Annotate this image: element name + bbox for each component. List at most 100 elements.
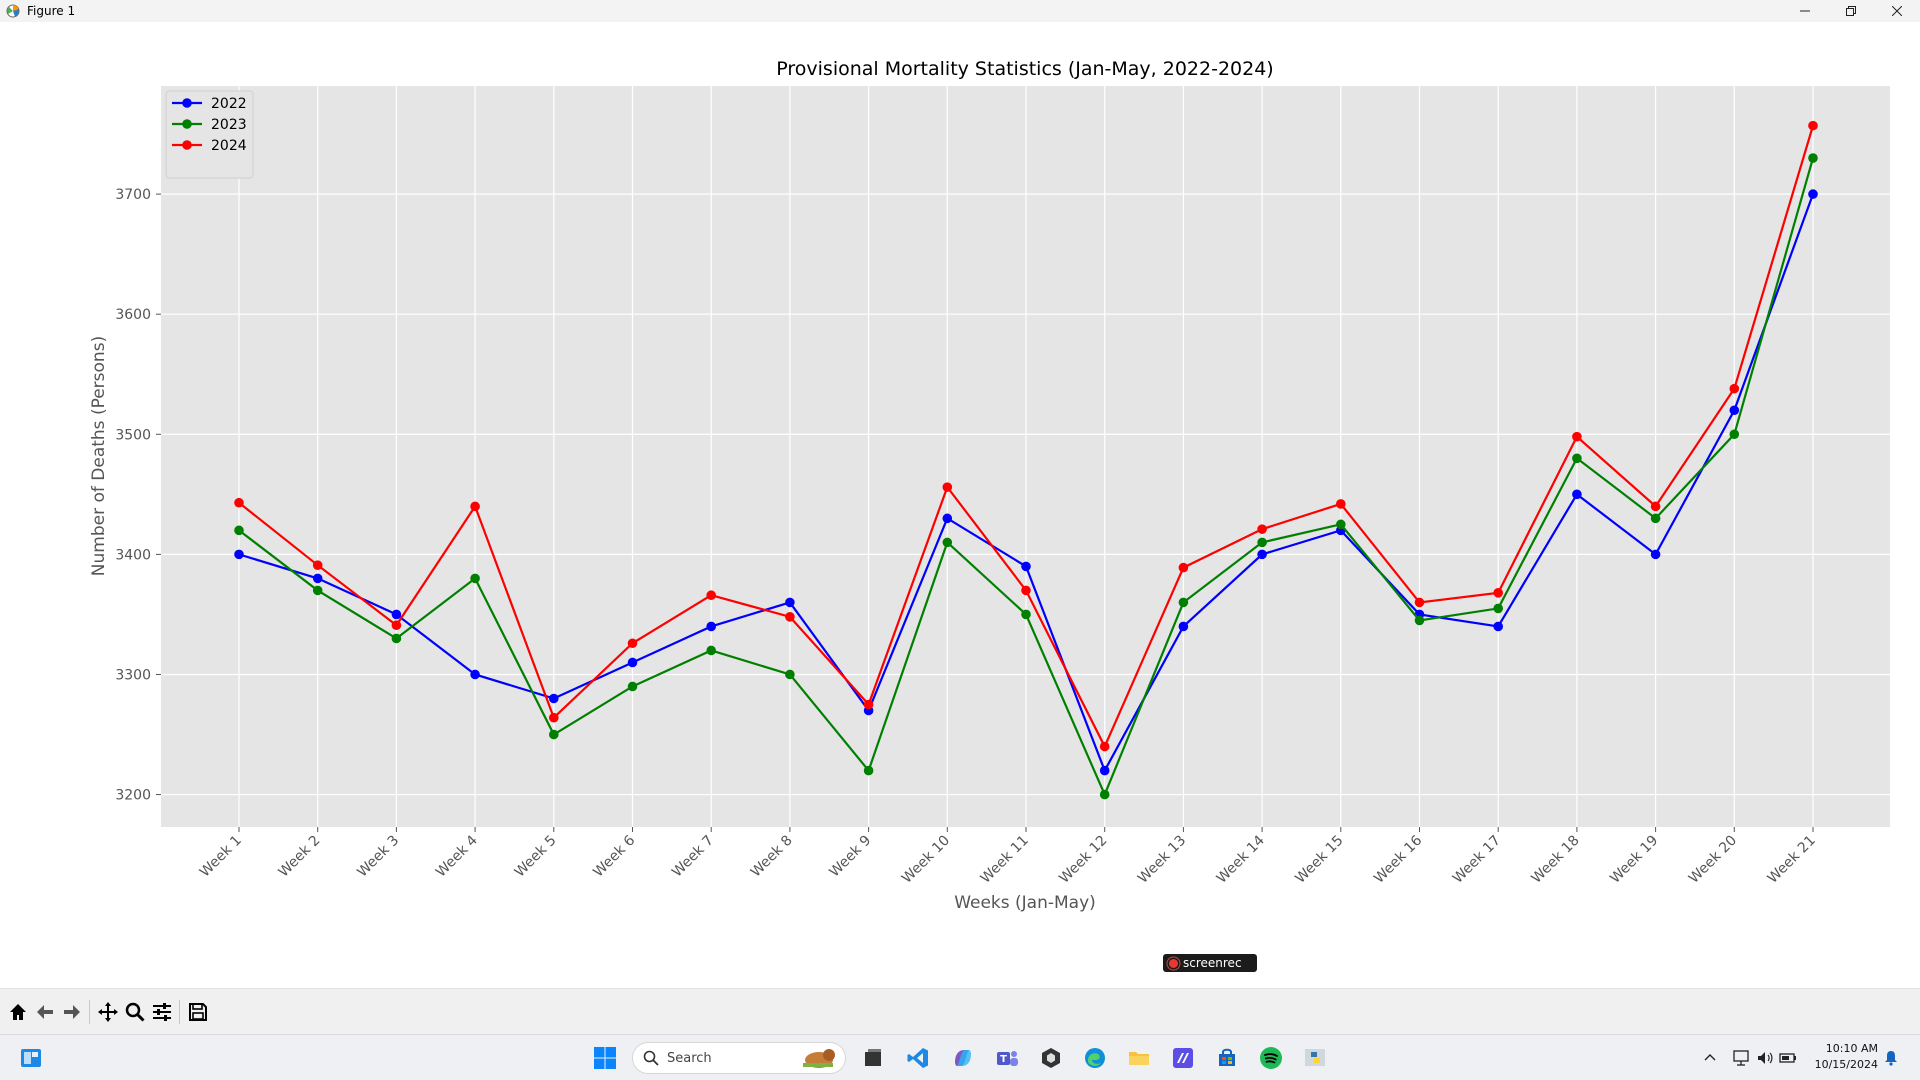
data-point (1414, 615, 1425, 626)
close-icon[interactable] (1874, 0, 1920, 22)
data-point (1493, 603, 1503, 614)
data-point (1572, 453, 1582, 464)
x-tick-label: Week 21 (1765, 833, 1819, 887)
data-point (1729, 383, 1740, 394)
data-point (1650, 513, 1661, 524)
x-tick-label: Week 16 (1371, 832, 1425, 886)
x-tick-label: Week 9 (827, 833, 875, 881)
y-tick-label: 3300 (115, 667, 151, 683)
data-point (942, 513, 953, 524)
data-point (706, 621, 716, 632)
clock-date: 10/15/2024 (1814, 1058, 1878, 1071)
svg-text:T: T (1000, 1054, 1007, 1065)
legend-entry: 2024 (172, 138, 247, 154)
widgets-icon[interactable] (16, 1043, 46, 1073)
back-icon[interactable] (31, 997, 58, 1027)
data-point (1336, 519, 1346, 530)
y-tick-label: 3400 (115, 547, 151, 563)
legend-marker (182, 140, 192, 150)
data-point (1099, 789, 1110, 800)
screenrec-badge[interactable]: screenrec (1163, 954, 1257, 972)
series-2023 (234, 153, 1818, 800)
restore-icon[interactable] (1828, 0, 1874, 22)
data-point (863, 699, 874, 710)
x-tick-label: Week 17 (1450, 833, 1504, 887)
data-point (391, 609, 402, 620)
data-point (1808, 120, 1818, 131)
data-point (1178, 621, 1189, 632)
x-tick-label: Week 15 (1292, 833, 1346, 887)
vscode-icon[interactable] (903, 1043, 933, 1073)
home-icon[interactable] (4, 997, 31, 1027)
x-tick-label: Week 5 (512, 833, 560, 881)
x-tick-label: Week 19 (1607, 833, 1661, 887)
minimize-icon[interactable] (1782, 0, 1828, 22)
data-point (1650, 501, 1661, 512)
data-point (627, 681, 638, 692)
x-tick-label: Week 20 (1686, 833, 1740, 887)
spotify-icon[interactable] (1256, 1043, 1286, 1073)
data-point (549, 712, 559, 723)
legend-marker (182, 98, 192, 108)
data-point (706, 590, 716, 601)
python-icon[interactable] (1300, 1043, 1330, 1073)
data-point (1336, 499, 1346, 509)
data-point (1414, 597, 1425, 608)
visual-studio-icon[interactable] (1168, 1043, 1198, 1073)
teams-icon[interactable]: T (992, 1043, 1022, 1073)
file-explorer-icon[interactable] (1124, 1043, 1154, 1073)
clock-time: 10:10 AM (1825, 1042, 1878, 1055)
data-point (706, 645, 716, 656)
data-point (312, 585, 323, 596)
copilot-icon[interactable] (948, 1043, 978, 1073)
start-icon[interactable] (590, 1043, 620, 1073)
data-point (785, 612, 795, 622)
legend: 2022 2023 2024 (165, 90, 254, 179)
legend-label: 2024 (211, 138, 247, 154)
system-clock[interactable]: 10:10 AM 10/15/2024 (1815, 1041, 1878, 1073)
data-point (627, 638, 638, 649)
forward-icon[interactable] (58, 997, 85, 1027)
battery-icon[interactable] (1773, 1043, 1803, 1073)
y-tick-label: 3600 (115, 307, 151, 323)
data-point (234, 525, 244, 536)
pan-icon[interactable] (94, 997, 121, 1027)
notification-bell-icon[interactable] (1876, 1043, 1906, 1073)
data-point (312, 560, 323, 570)
data-point (1178, 562, 1189, 573)
x-tick-label: Week 4 (433, 832, 481, 880)
unity-icon[interactable] (1036, 1043, 1066, 1073)
configure-subplots-icon[interactable] (148, 997, 175, 1027)
series-2024 (234, 120, 1818, 752)
x-tick-label: Week 12 (1056, 833, 1110, 887)
data-point (1572, 489, 1582, 500)
data-point (1493, 621, 1503, 632)
data-point (1021, 585, 1031, 596)
legend-label: 2022 (211, 96, 247, 112)
data-point (549, 729, 559, 740)
data-point (785, 597, 795, 608)
store-icon[interactable] (1212, 1043, 1242, 1073)
edge-icon[interactable] (1080, 1043, 1110, 1073)
chevron-up-icon[interactable] (1695, 1043, 1725, 1073)
screenrec-label: screenrec (1183, 956, 1242, 970)
taskbar-search[interactable]: Search (632, 1042, 846, 1074)
y-tick-label: 3500 (115, 427, 151, 443)
y-tick-label: 3700 (115, 187, 151, 203)
data-point (470, 501, 480, 512)
task-view-icon[interactable] (858, 1043, 888, 1073)
zoom-icon[interactable] (121, 997, 148, 1027)
x-tick-label: Week 14 (1214, 832, 1268, 886)
figure-canvas: Week 1 Week 2 Week 3 Week 4 Week 5 Week 6 Week… (0, 22, 1920, 988)
toolbar-separator (89, 999, 90, 1024)
x-axis-label: Weeks (Jan-May) (954, 893, 1096, 913)
data-point (312, 573, 323, 584)
volume-icon[interactable] (1750, 1043, 1780, 1073)
data-point (549, 693, 559, 704)
x-tick-label: Week 10 (899, 833, 953, 887)
data-point (1099, 741, 1110, 752)
data-point (1257, 549, 1267, 560)
network-icon[interactable] (1726, 1043, 1756, 1073)
save-icon[interactable] (184, 997, 211, 1027)
data-point (785, 669, 795, 680)
